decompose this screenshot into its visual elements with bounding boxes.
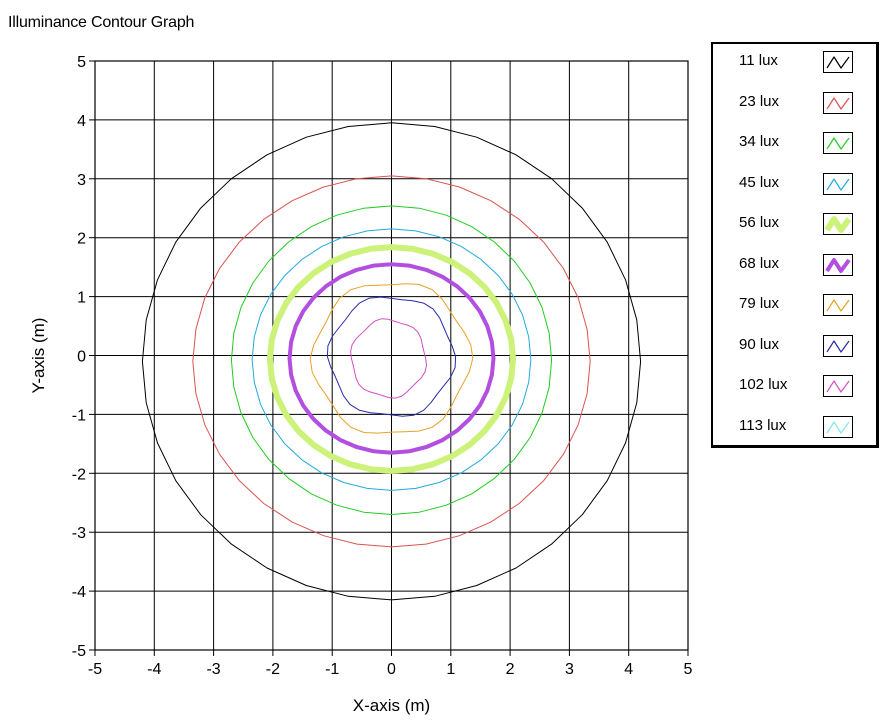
legend-label: 68 lux (739, 254, 780, 272)
legend-label: 102 lux (739, 376, 788, 393)
legend-swatch (823, 375, 853, 397)
y-tick-label: -2 (72, 466, 86, 483)
contour-56-lux (266, 244, 517, 474)
y-tick-label: -3 (72, 525, 86, 542)
y-tick-label: -1 (72, 407, 86, 424)
y-tick-label: 1 (77, 290, 86, 307)
y-axis-label: Y-axis (m) (29, 318, 48, 394)
x-tick-label: 2 (506, 661, 515, 678)
y-tick-label: -4 (72, 584, 86, 601)
legend-line-sample (826, 56, 850, 69)
legend-item: 68 lux (713, 250, 876, 280)
y-tick-label: 2 (77, 231, 86, 248)
x-axis-label: X-axis (m) (353, 696, 430, 715)
legend-line-sample (826, 339, 850, 353)
contour-23-lux (192, 175, 591, 548)
legend-item: 90 lux (713, 331, 876, 361)
y-tick-label: 3 (77, 172, 86, 189)
y-tick-label: 4 (77, 113, 86, 130)
contour-11-lux (141, 122, 642, 601)
legend-item: 23 lux (713, 88, 876, 118)
legend-line-sample (825, 257, 851, 273)
legend-item: 113 lux (713, 412, 876, 442)
legend-swatch (823, 253, 853, 276)
x-tick-label: -2 (266, 661, 280, 678)
x-tick-label: -4 (147, 661, 161, 678)
legend-swatch (823, 213, 853, 235)
x-tick-label: -1 (325, 661, 339, 678)
legend-swatch (823, 294, 853, 316)
contour-90-lux (326, 296, 457, 417)
x-tick-label: 0 (387, 661, 396, 678)
legend-label: 56 lux (739, 214, 780, 231)
x-tick-label: 5 (684, 661, 693, 678)
legend-item: 34 lux (713, 128, 876, 158)
x-tick-label: -3 (206, 661, 220, 678)
contour-102-lux (350, 318, 427, 399)
legend-label: 34 lux (739, 133, 780, 150)
legend-line-sample (826, 96, 850, 110)
legend-label: 45 lux (739, 173, 780, 191)
legend-label: 90 lux (739, 335, 780, 353)
y-tick-label: 5 (77, 54, 86, 71)
y-tick-label: -5 (72, 643, 86, 660)
chart-title: Illuminance Contour Graph (8, 14, 195, 31)
contour-68-lux (287, 262, 496, 455)
legend-label: 23 lux (739, 92, 780, 110)
legend-line-sample (826, 299, 850, 312)
legend-swatch (823, 132, 853, 154)
legend-line-sample (826, 380, 850, 393)
x-tick-label: 4 (624, 661, 633, 678)
contour-45-lux (251, 228, 532, 491)
x-tick-label: -5 (88, 661, 102, 678)
legend-swatch (823, 172, 853, 195)
legend-item: 11 lux (713, 47, 876, 77)
legend-item: 79 lux (713, 290, 876, 320)
legend-swatch (823, 415, 853, 438)
legend-label: 11 lux (739, 52, 778, 69)
legend-line-sample (826, 177, 850, 191)
legend-line-sample (826, 137, 850, 150)
legend-swatch (823, 51, 853, 73)
legend-line-sample (824, 216, 852, 233)
legend-label: 113 lux (739, 416, 787, 434)
legend-swatch (823, 334, 853, 357)
legend-line-sample (826, 420, 850, 434)
legend-swatch (823, 91, 853, 114)
contour-34-lux (230, 205, 553, 515)
legend-item: 102 lux (713, 371, 876, 401)
legend-item: 56 lux (713, 209, 876, 239)
y-tick-label: 0 (77, 349, 86, 366)
contour-79-lux (309, 283, 474, 434)
legend: 11 lux 23 lux 34 lux 45 lux 56 lux 68 lux 79 l… (711, 42, 879, 448)
x-tick-label: 3 (565, 661, 574, 678)
x-tick-label: 1 (446, 661, 455, 678)
legend-item: 45 lux (713, 169, 876, 199)
legend-label: 79 lux (739, 295, 780, 312)
